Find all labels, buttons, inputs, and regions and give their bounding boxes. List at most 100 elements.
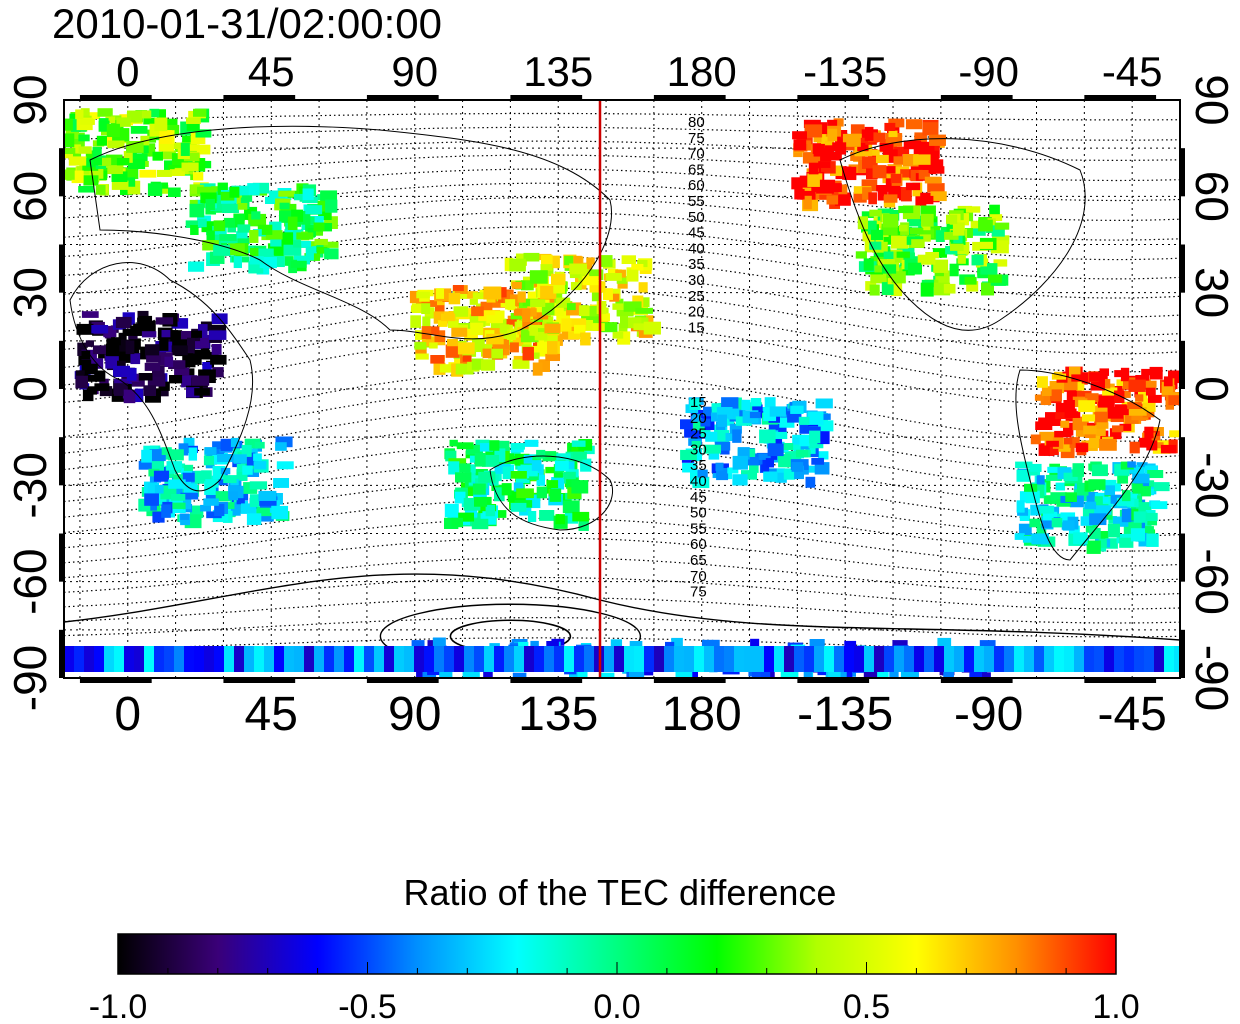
tec-data-cell (504, 646, 515, 672)
tec-data-cell (922, 122, 939, 136)
frame-tick-mark (59, 533, 64, 582)
tec-data-cell (629, 641, 643, 650)
tec-data-cell (80, 108, 90, 118)
tec-data-cell (1160, 444, 1177, 454)
tec-data-cell (85, 340, 94, 347)
tec-data-cell (542, 452, 559, 462)
tec-data-cell (478, 471, 496, 483)
tec-data-cell (758, 453, 771, 460)
tec-data-cell (923, 195, 934, 205)
tec-data-cell (568, 318, 587, 330)
tec-data-cell (445, 344, 460, 358)
tec-data-cell (1082, 414, 1096, 422)
tec-data-cell (933, 259, 949, 273)
tec-data-cell (104, 646, 115, 672)
y-tick-label-left: -30 (4, 452, 56, 518)
tec-data-cell (208, 330, 227, 340)
tec-data-cell (98, 157, 112, 166)
tec-data-cell (898, 205, 914, 214)
tec-data-cell (1036, 475, 1045, 486)
tec-data-cell (1029, 518, 1041, 528)
tec-data-cell (1039, 431, 1056, 441)
tec-data-cell (616, 309, 634, 317)
tec-data-cell (159, 337, 169, 351)
tec-data-cell (924, 176, 942, 184)
tec-data-cell (64, 147, 76, 155)
tec-data-cell (522, 308, 531, 322)
tec-data-cell (881, 264, 897, 274)
tec-data-cell (814, 462, 830, 475)
tec-data-cell (475, 478, 488, 489)
contour-label: 80 (688, 114, 705, 131)
tec-data-cell (171, 318, 189, 329)
tec-data-cell (1089, 513, 1107, 526)
tec-data-cell (1102, 387, 1118, 398)
tec-data-cell (807, 173, 823, 187)
tec-data-cell (168, 449, 184, 461)
tec-data-cell (487, 310, 505, 320)
contour-label: 60 (688, 177, 705, 194)
tec-data-cell (610, 639, 623, 652)
tec-data-cell (573, 255, 582, 267)
tec-data-cell (765, 458, 774, 468)
tec-data-cell (876, 185, 891, 192)
tec-data-cell (98, 351, 107, 359)
tec-data-cell (1040, 391, 1052, 406)
tec-data-cell (281, 232, 294, 246)
tec-data-cell (233, 454, 247, 464)
tec-data-cell (138, 373, 153, 381)
tec-data-cell (1107, 523, 1120, 538)
tec-data-cell (1141, 380, 1157, 388)
frame-tick-mark (1180, 244, 1185, 293)
tec-data-cell (571, 440, 586, 447)
tec-data-cell (80, 118, 95, 125)
tec-data-cell (180, 331, 194, 340)
tec-data-cell (147, 482, 160, 497)
tec-data-cell (641, 297, 650, 307)
tec-data-cell (275, 436, 293, 448)
tec-data-cell (531, 460, 542, 471)
tec-data-cell (741, 399, 751, 411)
tec-data-cell (193, 172, 204, 181)
tec-data-cell (1043, 495, 1057, 504)
tec-data-cell (635, 307, 653, 314)
tec-data-cell (540, 264, 553, 271)
tec-data-cell (876, 154, 889, 164)
coastlines (69, 125, 1161, 561)
tec-data-cell (1034, 394, 1044, 401)
tec-data-cell (536, 449, 546, 459)
tec-data-cell (91, 166, 104, 179)
tec-data-cell (211, 233, 221, 246)
tec-data-cell (1064, 646, 1075, 672)
tec-data-cell (578, 268, 589, 282)
tec-data-cell (168, 187, 181, 198)
tec-data-cell (210, 354, 227, 365)
tec-data-cell (520, 464, 538, 477)
tec-data-cell (818, 420, 834, 432)
tec-data-cell (943, 670, 954, 678)
tec-data-cell (144, 362, 161, 371)
tec-data-cell (1076, 482, 1089, 496)
tec-data-cell (564, 255, 574, 266)
tec-data-cell (542, 316, 554, 328)
tec-data-cell (864, 646, 875, 672)
tec-data-cell (236, 464, 246, 472)
tec-data-cell (305, 246, 314, 261)
frame-tick-mark (366, 678, 439, 683)
tec-data-cell (203, 455, 215, 466)
tec-data-cell (935, 230, 945, 243)
tec-data-cell (978, 219, 993, 232)
tec-data-cell (1144, 646, 1155, 672)
tec-data-cell (883, 214, 899, 228)
tec-data-cell (237, 203, 248, 210)
tec-data-cell (111, 115, 122, 122)
tec-data-cell (156, 109, 167, 118)
tec-data-cell (127, 110, 143, 123)
tec-data-cell (774, 431, 788, 440)
tec-data-cell (714, 646, 725, 672)
tec-data-cell (494, 646, 505, 672)
tec-data-cell (869, 284, 880, 296)
tec-data-cell (1146, 533, 1159, 547)
tec-data-cell (188, 261, 205, 272)
tec-data-cell (1082, 507, 1099, 519)
